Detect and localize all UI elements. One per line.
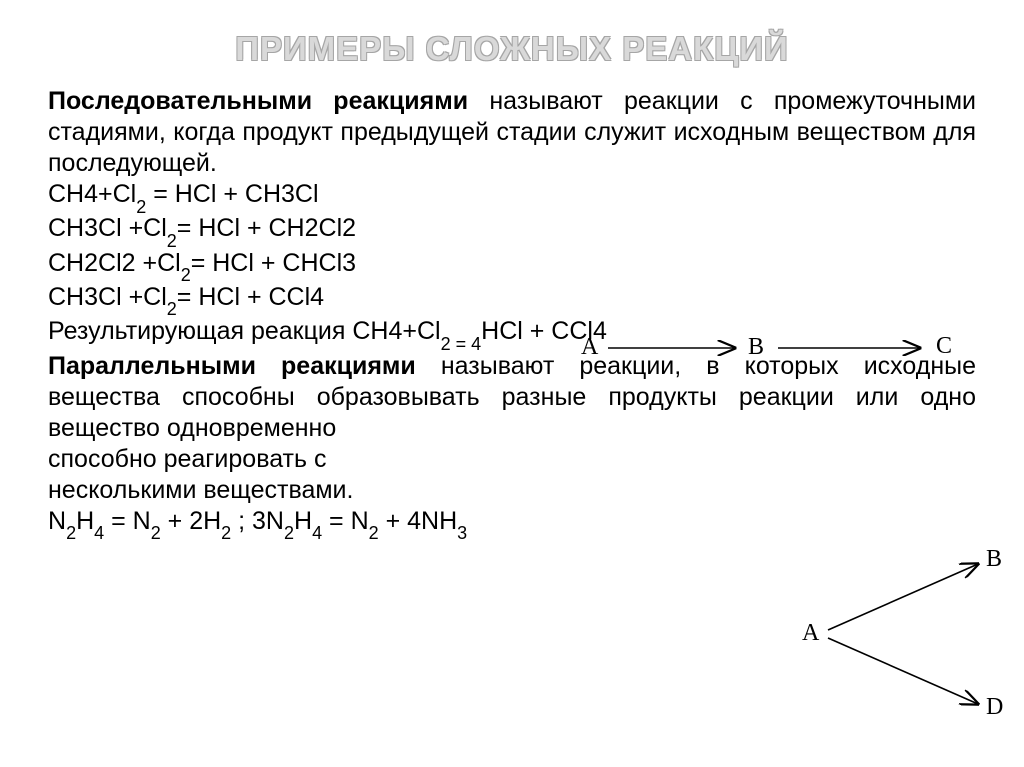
equation-6: N2H4 = N2 + 2H2 ; 3N2H4 = N2 + 4NH3 (48, 506, 976, 540)
eq6-p4: + 2H (161, 507, 221, 535)
eq6-p2: H (76, 507, 94, 535)
eq6-s2: 4 (94, 523, 104, 543)
equation-2: CH3Cl +Cl2= HCl + CH2Cl2 (48, 213, 976, 247)
eq3-right: = HCl + CHCl3 (191, 249, 356, 277)
eq2-left: CH3Cl +Cl (48, 214, 167, 242)
slide-title: ПРИМЕРЫ СЛОЖНЫХ РЕАКЦИЙ (48, 30, 976, 68)
seq-node-c: C (936, 333, 952, 360)
eq6-s1: 2 (66, 523, 76, 543)
eq6-sep: ; 3N (231, 507, 284, 535)
eq5-left: Результирующая реакция CH4+Cl (48, 317, 441, 345)
eq6-s7: 2 (369, 523, 379, 543)
sequential-term: Последовательными реакциями (48, 87, 468, 115)
eq4-sub: 2 (167, 299, 177, 319)
eq4-right: = HCl + CCl4 (177, 283, 324, 311)
eq3-left: CH2Cl2 +Cl (48, 249, 181, 277)
eq6-s6: 4 (312, 523, 322, 543)
par-node-d: D (986, 694, 1003, 721)
eq2-right: = HCl + CH2Cl2 (177, 214, 356, 242)
eq6-s8: 3 (457, 523, 467, 543)
eq6-p3: = N (104, 507, 151, 535)
eq2-sub: 2 (167, 231, 177, 251)
eq3-sub: 2 (181, 265, 191, 285)
diagram-parallel: A B D (790, 546, 1010, 716)
equation-3: CH2Cl2 +Cl2= HCl + CHCl3 (48, 248, 976, 282)
par-node-b: B (986, 546, 1002, 573)
equation-1: CH4+Cl2 = HCl + CH3Cl (48, 179, 976, 213)
eq6-s5: 2 (284, 523, 294, 543)
diagram-sequential-svg (580, 328, 970, 368)
equation-4: CH3Cl +Cl2= HCl + CCl4 (48, 282, 976, 316)
eq6-p6: = N (322, 507, 369, 535)
par-node-a: A (802, 620, 819, 647)
eq1-left: CH4+Cl (48, 180, 136, 208)
diagram-parallel-svg (790, 546, 1010, 716)
sequential-definition: Последовательными реакциями называют реа… (48, 86, 976, 179)
eq6-p7: + 4NH (379, 507, 458, 535)
eq6-s3: 2 (151, 523, 161, 543)
parallel-tail-2: несколькими веществами. (48, 475, 976, 506)
slide: ПРИМЕРЫ СЛОЖНЫХ РЕАКЦИЙ Последовательным… (0, 0, 1024, 767)
eq1-sub: 2 (136, 197, 146, 217)
eq4-left: CH3Cl +Cl (48, 283, 167, 311)
eq6-p5: H (294, 507, 312, 535)
diagram-sequential: A B C (580, 328, 970, 368)
eq6-p1: N (48, 507, 66, 535)
eq5-sub: 2 = 4 (441, 334, 482, 354)
eq1-right: = HCl + CH3Cl (146, 180, 318, 208)
slide-body: Последовательными реакциями называют реа… (48, 86, 976, 540)
parallel-tail-1: способно реагировать с (48, 444, 976, 475)
seq-node-a: A (581, 334, 598, 361)
seq-node-b: B (748, 334, 764, 361)
parallel-term: Параллельными реакциями (48, 352, 416, 380)
eq6-s4: 2 (221, 523, 231, 543)
